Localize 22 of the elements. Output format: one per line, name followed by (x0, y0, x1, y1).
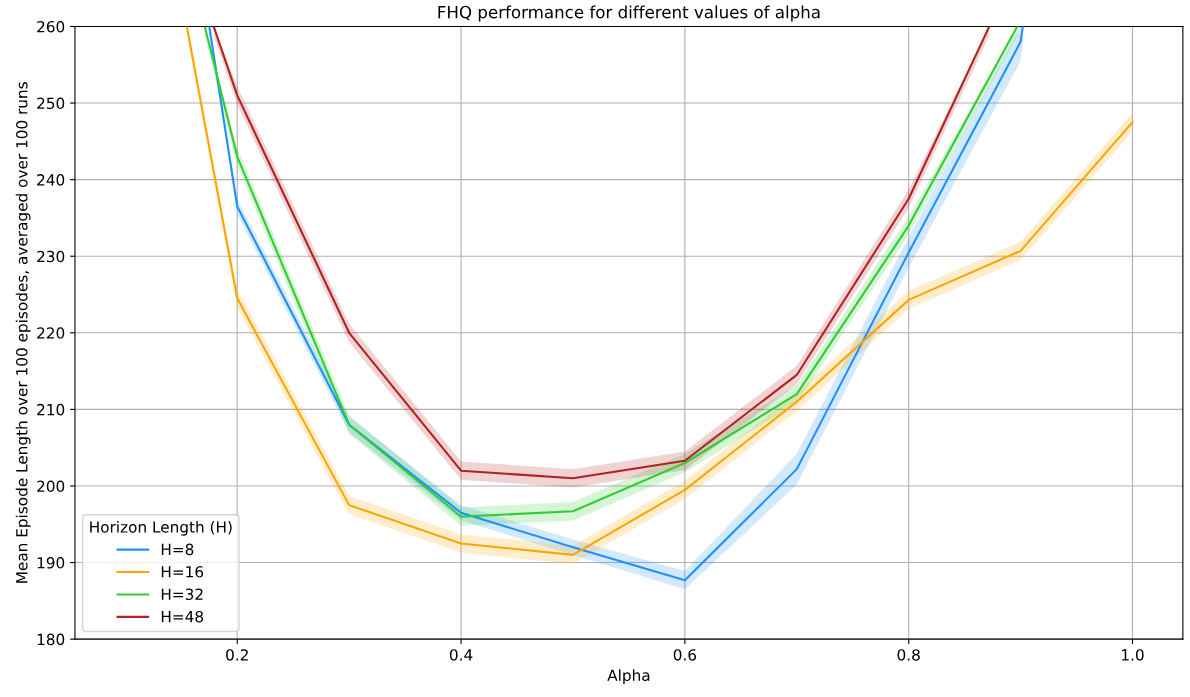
x-tick-label: 1.0 (1122, 649, 1144, 661)
legend-title: Horizon Length (H) (90, 520, 232, 536)
x-tick-label: 0.4 (449, 649, 473, 661)
legend-label: H=48 (161, 610, 204, 623)
legend-label: H=8 (161, 543, 194, 556)
y-tick-label: 220 (37, 327, 65, 339)
y-tick-label: 180 (37, 633, 65, 646)
x-tick-label: 0.2 (226, 649, 248, 661)
y-tick-label: 260 (37, 20, 65, 33)
y-tick-label: 240 (37, 174, 65, 186)
y-tick-label: 250 (37, 97, 65, 110)
x-axis-title: Alpha (607, 669, 650, 684)
y-tick-label: 230 (37, 250, 65, 263)
legend-label: H=32 (161, 588, 203, 601)
y-axis-title: Mean Episode Length over 100 episodes, averaged over 100 runs (15, 82, 31, 583)
y-tick-label: 210 (37, 403, 65, 416)
x-tick-label: 0.6 (673, 649, 697, 661)
x-tick-label: 0.8 (897, 649, 920, 661)
y-tick-label: 200 (37, 480, 65, 492)
y-tick-label: 190 (37, 557, 65, 569)
chart-title: FHQ performance for different values of alpha (438, 5, 820, 22)
legend-label: H=16 (161, 566, 204, 578)
